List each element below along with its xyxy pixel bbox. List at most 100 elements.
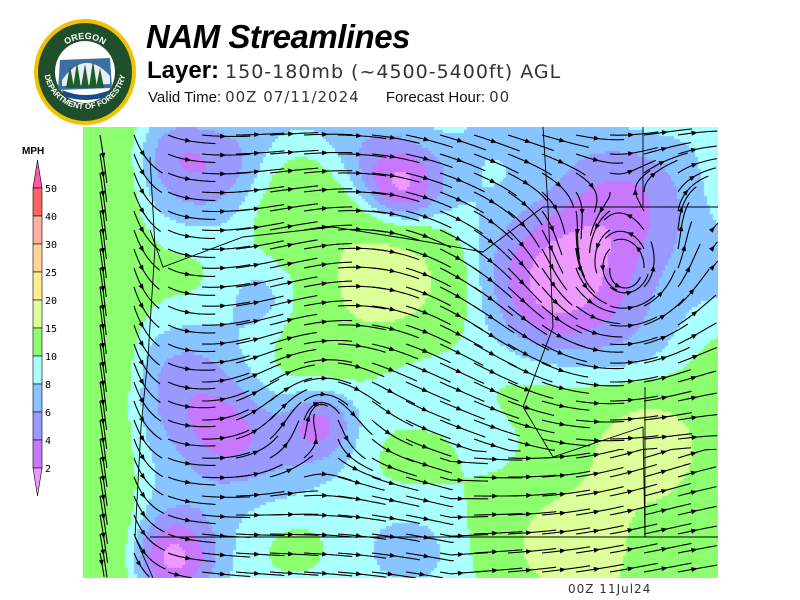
streamline-arrowhead — [389, 153, 396, 159]
streamline-arrowhead — [559, 454, 567, 460]
streamline — [643, 447, 692, 459]
streamline-arrowhead — [456, 137, 464, 143]
streamline-arrowhead — [554, 315, 561, 322]
streamline — [507, 362, 553, 383]
coastline — [134, 156, 156, 578]
streamline-arrowhead — [388, 346, 396, 351]
streamline-arrowhead — [524, 423, 532, 429]
streamline — [677, 322, 717, 345]
streamline-arrowhead — [100, 549, 106, 556]
streamline — [236, 491, 285, 497]
streamline-arrowhead — [490, 138, 497, 144]
streamline — [269, 203, 318, 212]
streamline-arrowhead — [518, 279, 525, 286]
streamline — [235, 240, 284, 250]
streamline — [269, 348, 317, 364]
streamline — [338, 134, 387, 140]
streamline — [371, 438, 415, 463]
streamline — [133, 381, 162, 422]
streamline — [269, 167, 319, 174]
streamline-arrowhead — [526, 511, 533, 517]
streamline — [167, 229, 216, 239]
streamline-arrowhead — [352, 465, 359, 471]
streamline-arrowhead — [627, 341, 635, 347]
streamline — [303, 170, 353, 174]
streamline — [167, 267, 216, 277]
streamline-arrowhead — [220, 246, 227, 252]
streamline — [235, 552, 285, 557]
streamline-arrowhead — [592, 347, 600, 352]
streamline-arrowhead — [627, 170, 634, 175]
streamline-arrowhead — [312, 401, 320, 407]
streamline — [634, 170, 651, 212]
streamline — [507, 172, 548, 202]
streamline-arrowhead — [690, 147, 698, 153]
streamline-arrowhead — [389, 534, 396, 539]
streamline — [677, 186, 697, 231]
state-border — [149, 206, 544, 268]
streamline-arrowhead — [627, 232, 634, 238]
streamline — [202, 372, 250, 383]
streamline — [473, 172, 517, 197]
streamline-arrowhead — [288, 512, 295, 518]
streamline — [405, 495, 454, 508]
streamline-arrowhead — [492, 475, 499, 481]
streamline-arrowhead — [454, 293, 462, 299]
streamline-arrowhead — [422, 233, 429, 238]
streamline-arrowhead — [692, 355, 699, 360]
streamline — [99, 229, 107, 279]
streamline-arrowhead — [100, 437, 106, 444]
streamline — [303, 261, 352, 269]
streamline — [201, 301, 251, 307]
streamline-arrowhead — [661, 130, 668, 136]
streamline-arrowhead — [660, 335, 667, 341]
streamline — [303, 224, 353, 231]
streamline — [541, 438, 590, 447]
streamline-arrowhead — [184, 328, 192, 334]
streamline-arrowhead — [356, 151, 363, 157]
streamline — [269, 389, 308, 421]
streamline-arrowhead — [593, 452, 600, 458]
streamline — [473, 248, 512, 281]
streamline-arrowhead — [219, 455, 227, 461]
streamline-arrowhead — [184, 252, 192, 258]
streamline-arrowhead — [455, 196, 463, 202]
streamline-arrowhead — [389, 172, 396, 178]
streamline — [304, 514, 353, 519]
streamline-arrowhead — [691, 333, 698, 339]
streamline — [643, 483, 691, 497]
streamline — [201, 451, 250, 459]
streamline-arrowhead — [422, 252, 429, 257]
streamline-arrowhead — [185, 403, 192, 409]
streamline-arrowhead — [174, 571, 181, 577]
streamline-arrowhead — [455, 387, 463, 392]
streamline-arrowhead — [422, 328, 429, 334]
streamline — [371, 191, 420, 203]
streamline-arrowhead — [184, 233, 192, 239]
streamline — [371, 153, 420, 164]
streamline-arrowhead — [100, 304, 105, 311]
colorbar-bin-15-20 — [32, 299, 43, 329]
streamline — [99, 305, 107, 355]
streamline — [541, 508, 591, 516]
streamline — [473, 286, 514, 317]
streamline — [201, 533, 251, 538]
streamline-arrowhead — [488, 332, 495, 338]
forecast-hour-label: Forecast Hour: — [385, 89, 486, 106]
streamline-arrowhead — [559, 510, 567, 516]
streamline — [99, 457, 108, 506]
streamline — [575, 324, 623, 338]
streamline — [439, 476, 488, 482]
streamline-arrowhead — [185, 517, 192, 523]
streamline — [269, 401, 302, 440]
streamline — [541, 400, 590, 411]
streamline — [371, 229, 420, 241]
streamline-arrowhead — [138, 321, 144, 329]
streamline-arrowhead — [456, 442, 463, 448]
streamline — [303, 473, 352, 481]
streamline — [541, 248, 568, 291]
streamline-arrowhead — [690, 375, 698, 381]
streamline-arrowhead — [389, 134, 396, 140]
streamline-arrowhead — [350, 411, 356, 418]
streamline — [167, 324, 216, 334]
